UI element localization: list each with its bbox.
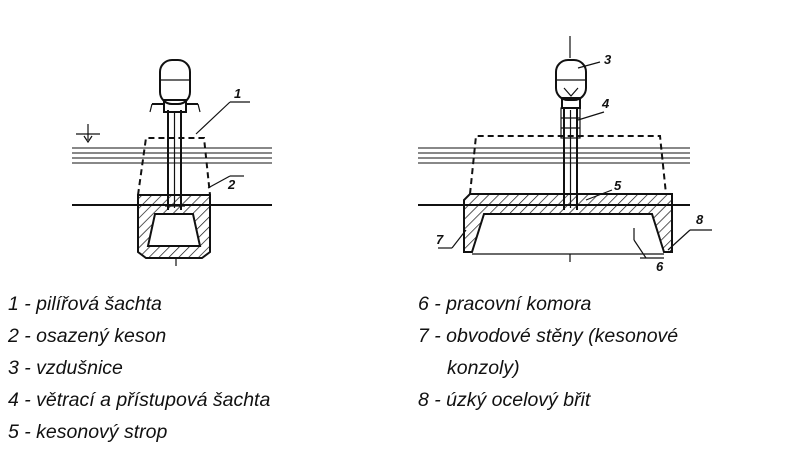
right-caisson-body	[463, 193, 673, 253]
callout-5-kesonovy-strop: 5	[585, 178, 622, 201]
water-level-marker-icon	[76, 124, 100, 144]
svg-text:6: 6	[656, 259, 664, 274]
legend-item-7-cont: konzoly)	[447, 357, 520, 379]
access-shaft	[560, 107, 581, 210]
legend-column-1: 1 - pilířová šachta 2 - osazený keson 3 …	[8, 288, 270, 448]
svg-text:5: 5	[614, 178, 622, 193]
callout-7-obvodove-steny: 7	[436, 229, 467, 249]
left-water-surface	[72, 147, 272, 164]
legend-item-5: 5 - kesonový strop	[8, 421, 168, 443]
callout-6-pracovni-komora: 6	[633, 239, 664, 274]
pier-shaft	[165, 110, 185, 266]
svg-text:8: 8	[696, 212, 704, 227]
left-air-lock-icon	[149, 59, 201, 113]
legend-item-2: 2 - osazený keson	[8, 325, 167, 347]
legend-item-4: 4 - větrací a přístupová šachta	[8, 389, 271, 411]
right-air-lock-icon	[555, 59, 587, 109]
legend-item-3: 3 - vzdušnice	[8, 357, 123, 379]
svg-text:1: 1	[234, 86, 241, 101]
callout-4-vetraci-sachta: 4	[577, 96, 610, 121]
left-figure-pier-shaft: 1 2	[72, 59, 272, 266]
svg-text:7: 7	[436, 232, 444, 247]
caisson-diagram: 1 2	[72, 36, 712, 274]
legend-item-1: 1 - pilířová šachta	[8, 293, 162, 315]
callout-3-vzdusnice: 3	[577, 52, 612, 69]
left-caisson-outline	[137, 137, 211, 196]
legend-item-6: 6 - pracovní komora	[418, 293, 592, 315]
left-caisson-body	[137, 194, 211, 259]
legend-column-2: 6 - pracovní komora 7 - obvodové stěny (…	[418, 288, 678, 416]
svg-text:3: 3	[604, 52, 612, 67]
right-caisson-outline	[469, 135, 667, 195]
svg-text:2: 2	[227, 177, 236, 192]
callout-2-osazeny-keson: 2	[207, 175, 244, 192]
svg-text:4: 4	[601, 96, 610, 111]
legend-item-8: 8 - úzký ocelový břit	[418, 389, 591, 411]
legend-item-7: 7 - obvodové stěny (kesonové	[418, 325, 679, 347]
right-figure-caisson: 3 4 5 6 7 8	[418, 36, 712, 274]
right-water-surface	[418, 147, 690, 164]
callout-1-pilirova-sachta: 1	[195, 86, 250, 135]
callout-8-ocelovy-brit: 8	[667, 212, 712, 251]
